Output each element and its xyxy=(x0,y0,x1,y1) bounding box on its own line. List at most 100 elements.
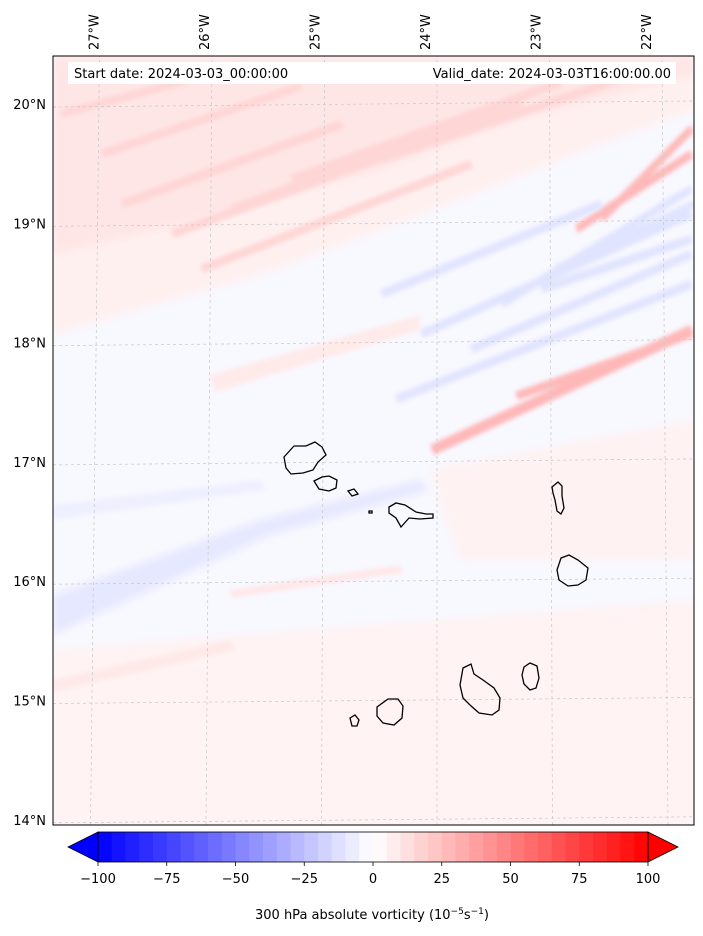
colorbar-segment xyxy=(400,832,415,862)
colorbar-tick-label: −25 xyxy=(291,872,318,887)
colorbar-segment xyxy=(469,832,484,862)
longitude-labels: 27°W 26°W 25°W 24°W 23°W 22°W xyxy=(88,14,656,50)
colorbar-ticks: −100 −75 −50 −25 0 25 50 75 100 xyxy=(80,862,660,887)
lon-tick-label: 23°W xyxy=(530,14,545,50)
parallel-line xyxy=(53,697,694,704)
colorbar-segment xyxy=(496,832,512,862)
lon-tick-label: 27°W xyxy=(88,14,103,50)
colorbar-segment xyxy=(620,832,635,862)
colorbar-segment xyxy=(359,832,374,862)
positive-vorticity-streaks xyxy=(60,62,643,273)
lon-tick-label: 24°W xyxy=(419,14,434,50)
lat-tick-label: 18°N xyxy=(13,337,46,352)
colorbar-tick-label: 0 xyxy=(369,872,377,887)
colorbar-segment xyxy=(249,832,264,862)
strong-positive-streaks xyxy=(430,125,694,455)
colorbar-segment xyxy=(153,832,168,862)
meridian-line xyxy=(205,56,213,825)
colorbar-segment xyxy=(194,832,209,862)
colorbar-tick-label: 75 xyxy=(571,872,588,887)
meridian-line xyxy=(321,56,325,825)
colorbar-segment xyxy=(524,832,539,862)
colorbar-segment xyxy=(428,832,443,862)
colorbar-segment xyxy=(634,832,649,862)
negative-vorticity-streaks xyxy=(380,185,694,403)
island-santa-luzia xyxy=(346,488,360,497)
island-fogo xyxy=(376,698,404,726)
colorbar-segment xyxy=(441,832,457,862)
colorbar-extend-high xyxy=(647,831,679,863)
colorbar-tick-label: 25 xyxy=(433,872,450,887)
lat-tick-label: 19°N xyxy=(13,217,46,232)
colorbar-segment xyxy=(483,832,498,862)
island-maio xyxy=(521,662,540,691)
meridian-line xyxy=(90,56,100,825)
lat-tick-label: 20°N xyxy=(13,98,46,113)
colorbar-segment xyxy=(593,832,608,862)
colorbar-segment xyxy=(455,832,470,862)
colorbar-segment xyxy=(111,832,127,862)
colorbar-label: 300 hPa absolute vorticity (10−5s−1) xyxy=(255,907,489,923)
colorbar-segment xyxy=(373,832,388,862)
colorbar-segment xyxy=(551,832,567,862)
colorbar-segment xyxy=(263,832,278,862)
colorbar-segment xyxy=(98,832,113,862)
date-header-box xyxy=(68,62,676,84)
start-date-label: Start date: 2024-03-03_00:00:00 xyxy=(74,67,288,82)
lon-tick-label: 26°W xyxy=(198,14,213,50)
colorbar-segment xyxy=(510,832,525,862)
colorbar-tick-label: −100 xyxy=(80,872,116,887)
colorbar-segment xyxy=(221,832,237,862)
lon-tick-label: 22°W xyxy=(640,14,655,50)
valid-date-label: Valid_date: 2024-03-03T16:00:00.00 xyxy=(433,67,671,82)
colorbar-segment xyxy=(139,832,154,862)
colorbar-segment xyxy=(180,832,195,862)
parallel-line xyxy=(53,339,694,346)
meridian-line xyxy=(549,56,553,825)
negative-band-west xyxy=(53,480,430,635)
colorbar-tick-label: 50 xyxy=(502,872,519,887)
colorbar-segment xyxy=(538,832,553,862)
island-brava xyxy=(349,714,360,727)
island-sao-vicente xyxy=(313,475,338,492)
colorbar-segments xyxy=(98,832,649,862)
southern-positive-zone xyxy=(53,600,694,825)
colorbar-tick-label: 100 xyxy=(636,872,661,887)
colorbar-segment xyxy=(276,832,292,862)
parallel-line xyxy=(53,816,694,824)
colorbar: −100 −75 −50 −25 0 25 50 75 100 300 hPa absolute… xyxy=(67,831,679,923)
lon-tick-label: 25°W xyxy=(309,14,324,50)
lat-tick-label: 16°N xyxy=(13,575,46,590)
colorbar-tick-label: −50 xyxy=(222,872,249,887)
lat-tick-label: 14°N xyxy=(13,814,46,829)
parallel-line xyxy=(53,219,694,227)
coastlines xyxy=(283,441,589,727)
parallel-line xyxy=(53,100,694,108)
latitude-labels: 20°N 19°N 18°N 17°N 16°N 15°N 14°N xyxy=(13,98,46,829)
colorbar-segment xyxy=(565,832,580,862)
colorbar-extend-low xyxy=(67,831,99,863)
map-gridlines xyxy=(53,56,694,825)
map-panel: Start date: 2024-03-03_00:00:00 Valid_da… xyxy=(52,55,695,826)
colorbar-segment xyxy=(208,832,223,862)
island-boa-vista xyxy=(556,554,589,587)
colorbar-segment xyxy=(290,832,305,862)
colorbar-segment xyxy=(125,832,140,862)
colorbar-segment xyxy=(414,832,429,862)
island-sal xyxy=(551,481,565,515)
island-branco xyxy=(368,510,373,514)
colorbar-tick-label: −75 xyxy=(153,872,180,887)
colorbar-segment xyxy=(579,832,594,862)
island-santiago xyxy=(459,663,501,716)
colorbar-segment xyxy=(606,832,622,862)
parallel-line xyxy=(53,577,694,585)
colorbar-segment xyxy=(345,832,360,862)
vorticity-field xyxy=(53,56,694,825)
colorbar-segment xyxy=(386,832,402,862)
lat-tick-label: 15°N xyxy=(13,695,46,710)
meridian-line xyxy=(661,56,669,825)
parallel-line xyxy=(53,458,694,466)
colorbar-segment xyxy=(304,832,319,862)
island-sao-nicolau xyxy=(388,502,434,529)
